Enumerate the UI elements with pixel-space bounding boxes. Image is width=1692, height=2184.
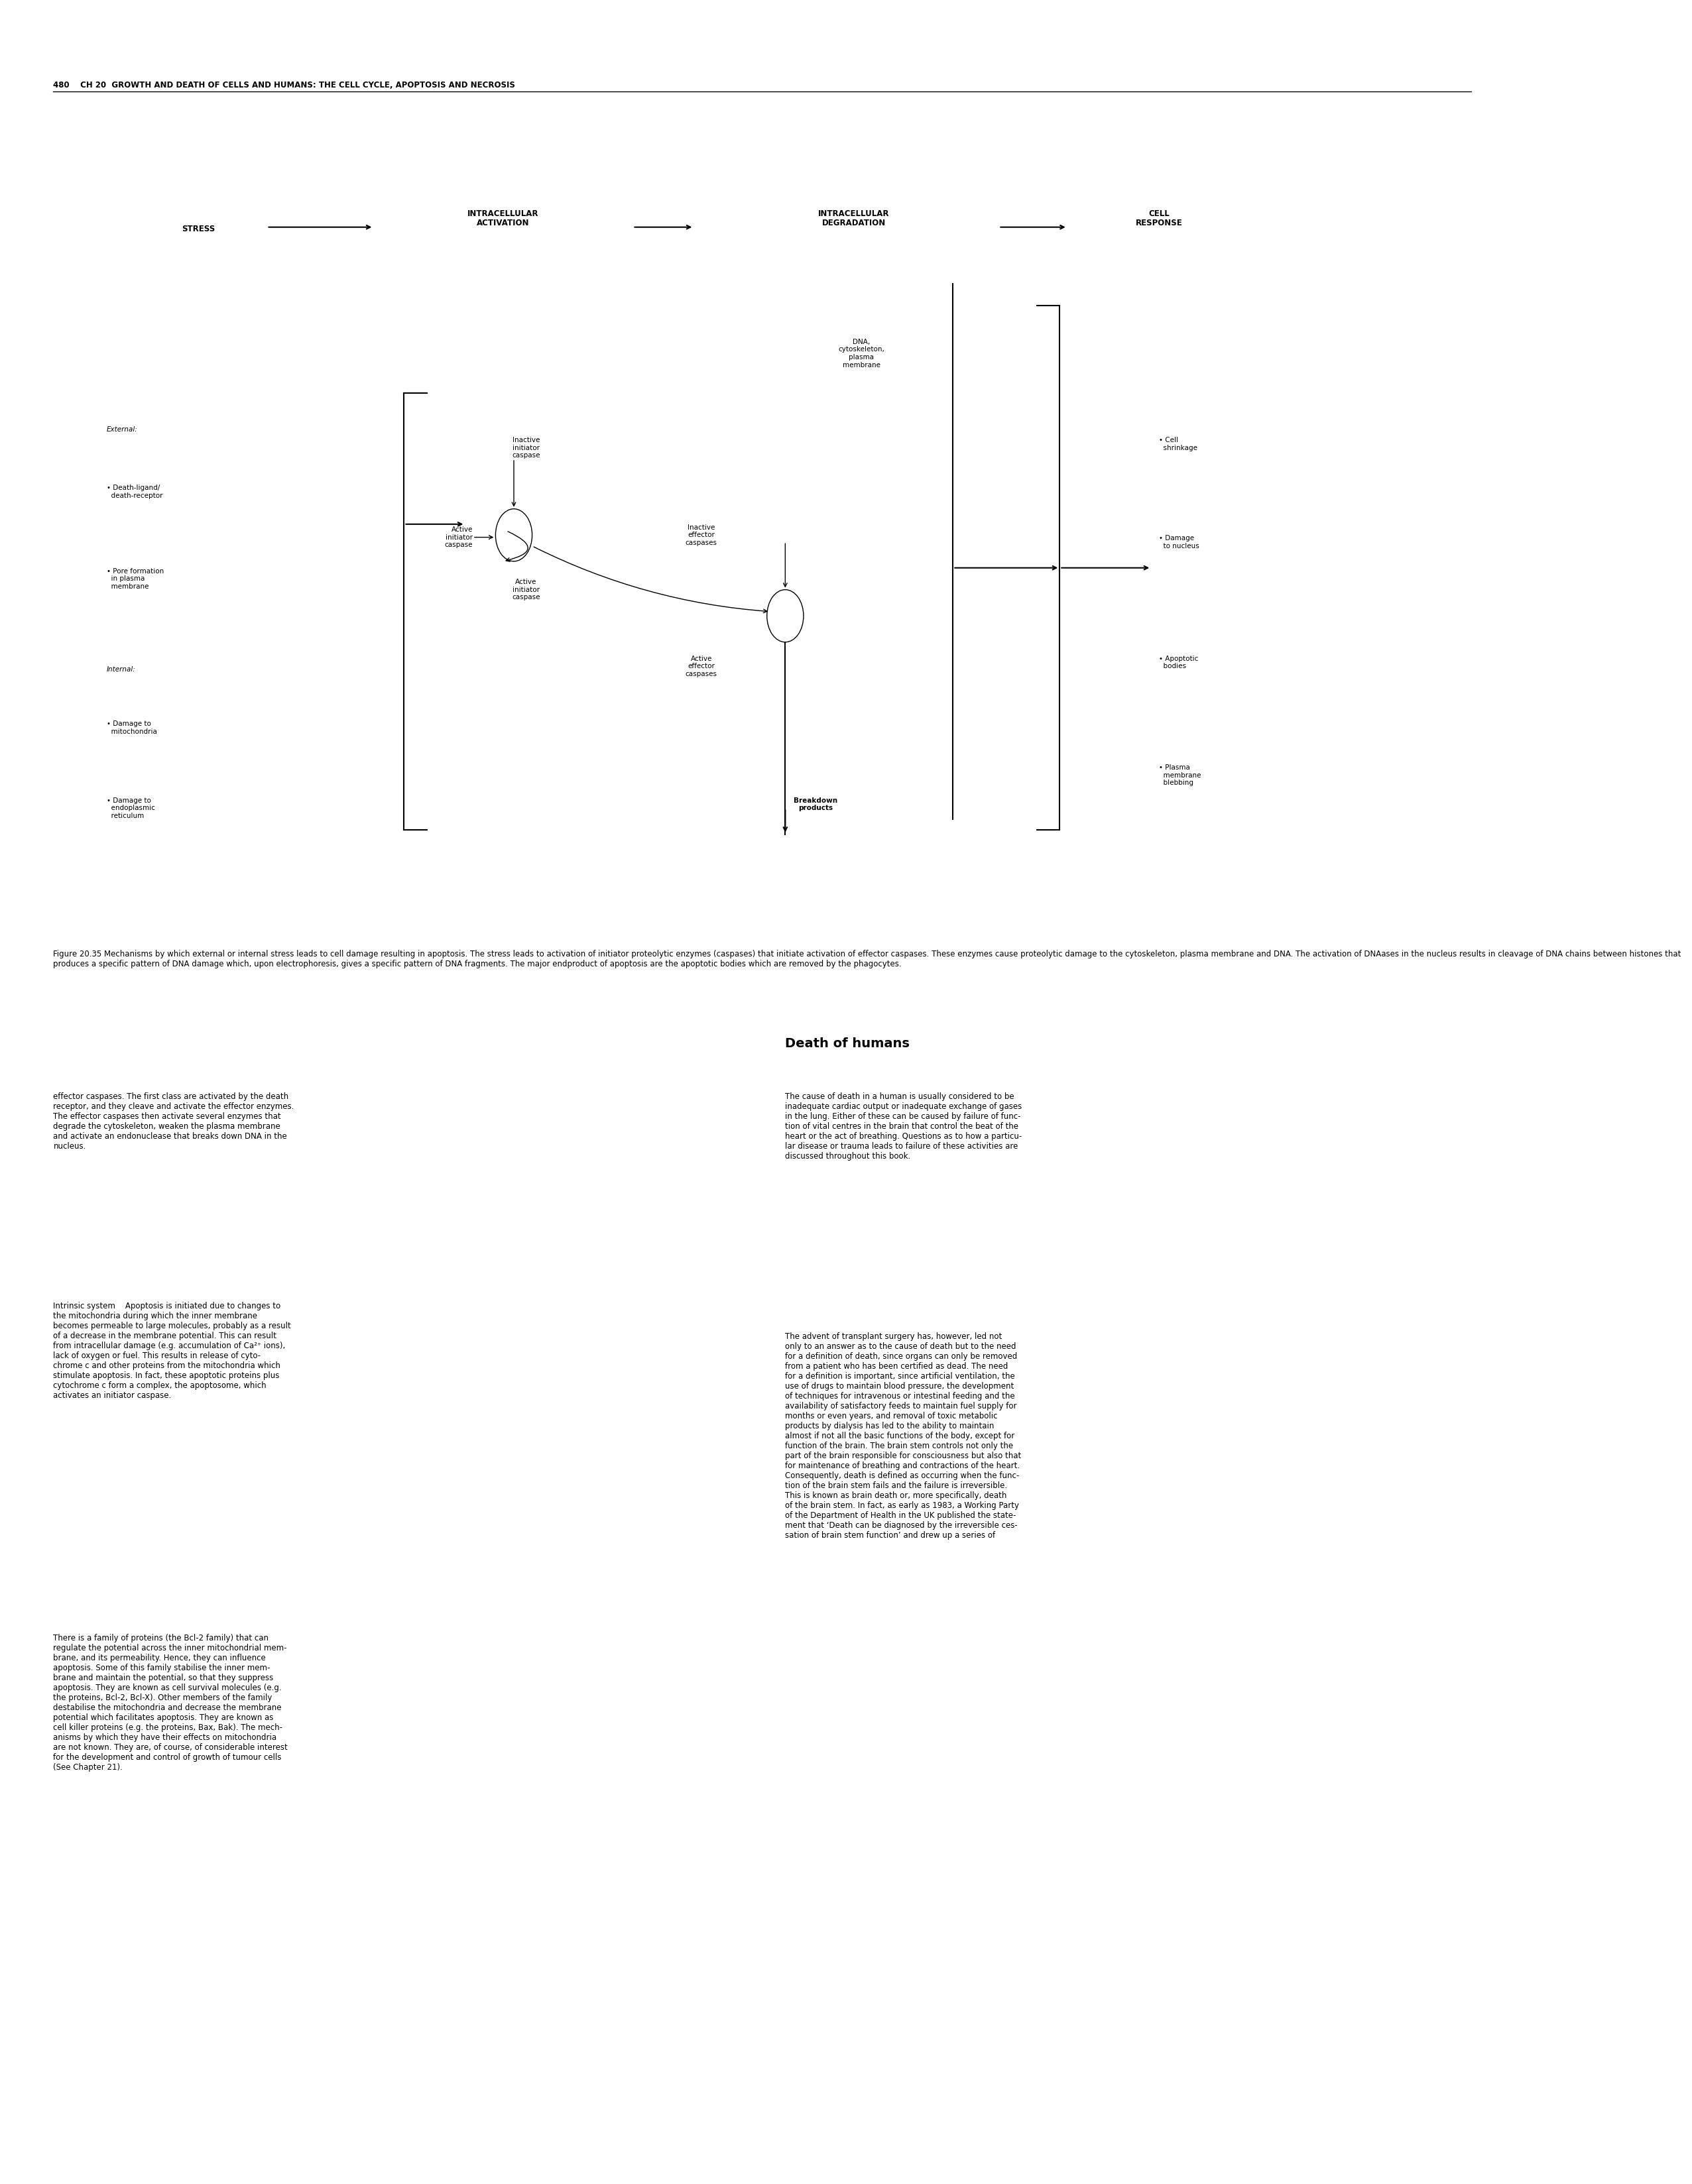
Text: STRESS: STRESS bbox=[181, 225, 215, 234]
Text: • Plasma
  membrane
  blebbing: • Plasma membrane blebbing bbox=[1159, 764, 1201, 786]
Text: Figure 20.35 Mechanisms by which external or internal stress leads to cell damag: Figure 20.35 Mechanisms by which externa… bbox=[54, 950, 1682, 968]
Text: • Damage to
  endoplasmic
  reticulum: • Damage to endoplasmic reticulum bbox=[107, 797, 156, 819]
Text: • Damage
  to nucleus: • Damage to nucleus bbox=[1159, 535, 1200, 550]
Text: 480    CH 20  GROWTH AND DEATH OF CELLS AND HUMANS: THE CELL CYCLE, APOPTOSIS AN: 480 CH 20 GROWTH AND DEATH OF CELLS AND … bbox=[54, 81, 516, 90]
Text: effector caspases. The first class are activated by the death
receptor, and they: effector caspases. The first class are a… bbox=[54, 1092, 294, 1151]
Text: The advent of transplant surgery has, however, led not
only to an answer as to t: The advent of transplant surgery has, ho… bbox=[785, 1332, 1022, 1540]
Text: INTRACELLULAR
DEGRADATION: INTRACELLULAR DEGRADATION bbox=[819, 210, 890, 227]
Text: INTRACELLULAR
ACTIVATION: INTRACELLULAR ACTIVATION bbox=[467, 210, 538, 227]
Text: The cause of death in a human is usually considered to be
inadequate cardiac out: The cause of death in a human is usually… bbox=[785, 1092, 1022, 1160]
Text: • Cell
  shrinkage: • Cell shrinkage bbox=[1159, 437, 1198, 452]
Text: External:: External: bbox=[107, 426, 137, 432]
Text: • Death-ligand/
  death-receptor: • Death-ligand/ death-receptor bbox=[107, 485, 162, 500]
Text: • Apoptotic
  bodies: • Apoptotic bodies bbox=[1159, 655, 1198, 670]
Text: Breakdown
products: Breakdown products bbox=[794, 797, 838, 812]
Text: • Damage to
  mitochondria: • Damage to mitochondria bbox=[107, 721, 157, 736]
Text: Internal:: Internal: bbox=[107, 666, 135, 673]
Text: Active
initiator
caspase: Active initiator caspase bbox=[445, 526, 472, 548]
Text: Inactive
effector
caspases: Inactive effector caspases bbox=[685, 524, 717, 546]
Text: Active
initiator
caspase: Active initiator caspase bbox=[513, 579, 540, 601]
Text: • Pore formation
  in plasma
  membrane: • Pore formation in plasma membrane bbox=[107, 568, 164, 590]
Text: Death of humans: Death of humans bbox=[785, 1037, 910, 1051]
Text: Active
effector
caspases: Active effector caspases bbox=[685, 655, 717, 677]
Text: DNA,
cytoskeleton,
plasma
membrane: DNA, cytoskeleton, plasma membrane bbox=[838, 339, 885, 369]
Text: Intrinsic system    Apoptosis is initiated due to changes to
the mitochondria du: Intrinsic system Apoptosis is initiated … bbox=[54, 1302, 291, 1400]
Text: Inactive
initiator
caspase: Inactive initiator caspase bbox=[513, 437, 540, 459]
Text: CELL
RESPONSE: CELL RESPONSE bbox=[1135, 210, 1183, 227]
Text: There is a family of proteins (the Bcl-2 family) that can
regulate the potential: There is a family of proteins (the Bcl-2… bbox=[54, 1634, 288, 1771]
